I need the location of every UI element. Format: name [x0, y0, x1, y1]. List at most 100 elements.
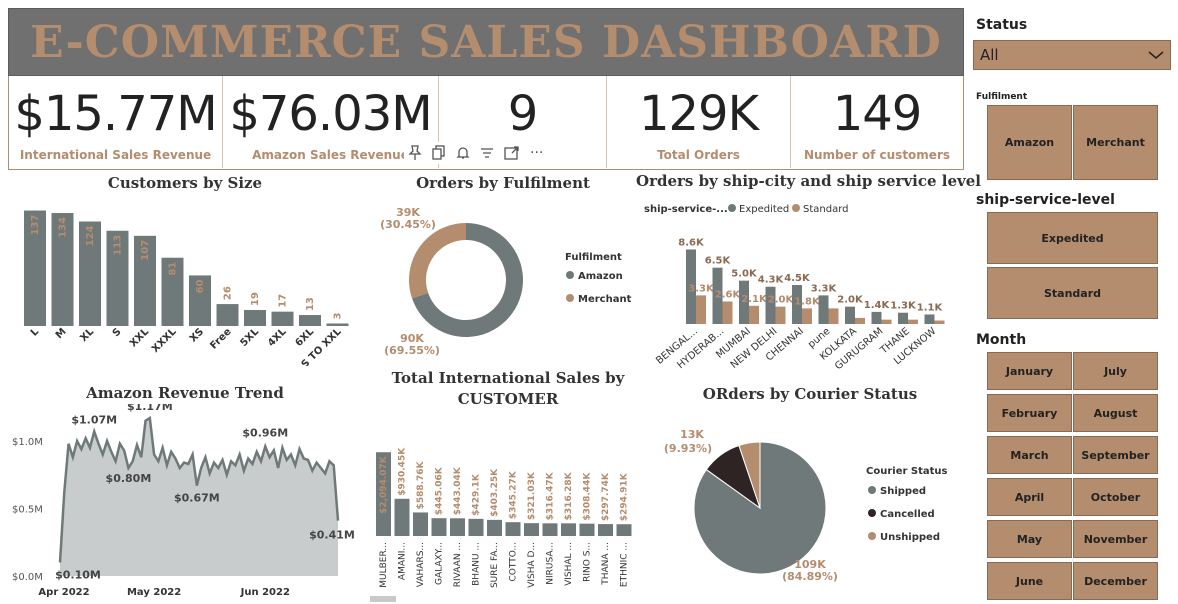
data-label: 3.3K	[688, 283, 715, 294]
y-tick-label: $0.5M	[12, 505, 43, 516]
pin-icon[interactable]	[408, 145, 422, 161]
kpi-card-amazon-revenue[interactable]: $76.03M Amazon Sales Revenue	[223, 76, 439, 168]
data-label: $321.03K	[527, 471, 537, 520]
data-label: 81	[168, 262, 179, 276]
bar	[487, 519, 502, 536]
filter-icon[interactable]	[480, 145, 494, 161]
kpi-card-total-orders[interactable]: 129K Total Orders	[607, 76, 791, 168]
bar	[898, 312, 908, 324]
data-label: 39K	[396, 206, 420, 219]
visual-toolbar: ···	[404, 142, 584, 164]
bar	[792, 285, 802, 324]
data-label: $443.04K	[453, 466, 463, 515]
slicer-tile-standard[interactable]: Standard	[987, 267, 1158, 319]
dashboard-title: E-COMMERCE SALES DASHBOARD	[30, 16, 942, 68]
data-label: 5.0K	[731, 269, 758, 280]
bar	[749, 305, 759, 324]
bar	[712, 267, 723, 324]
chart-title-trend: Amazon Revenue Trend	[86, 384, 284, 402]
bar	[722, 301, 733, 324]
status-dropdown[interactable]: All	[973, 40, 1171, 70]
tick-label: VISHAL ...	[564, 542, 574, 586]
slicer-tile-month[interactable]: January	[987, 352, 1072, 390]
kpi-value: 9	[507, 86, 539, 142]
data-label: 1.1K	[917, 302, 944, 313]
more-icon[interactable]: ···	[530, 145, 544, 161]
slicer-tile-month[interactable]: May	[987, 520, 1072, 558]
slicer-tile-month[interactable]: April	[987, 478, 1072, 516]
data-label: 137	[30, 214, 41, 235]
percent-label: (69.55%)	[384, 344, 440, 357]
kpi-label: Number of customers	[803, 148, 951, 162]
donut-slice	[412, 223, 523, 337]
data-label: 8.6K	[678, 237, 705, 248]
tick-label: COTTO...	[509, 542, 519, 582]
y-tick-label: $1.0M	[12, 437, 43, 448]
slicer-tile-amazon[interactable]: Amazon	[987, 105, 1072, 180]
tick-label: NIRUSA...	[546, 542, 556, 585]
bar	[924, 314, 935, 324]
legend-title: ship-service-...	[644, 204, 728, 215]
slicer-tile-month[interactable]: September	[1073, 436, 1158, 474]
y-tick-label: $0.0M	[12, 572, 43, 583]
slicer-title-service: ship-service-level	[976, 192, 1115, 208]
bar	[189, 275, 211, 326]
data-label: 6.5K	[705, 256, 732, 267]
slicer-tile-expedited[interactable]: Expedited	[987, 212, 1158, 264]
bell-icon[interactable]	[456, 145, 470, 161]
slicer-tile-merchant[interactable]: Merchant	[1073, 105, 1158, 180]
bar	[394, 498, 410, 536]
legend-label: Standard	[803, 204, 849, 215]
bar	[616, 524, 632, 536]
slicer-tile-month[interactable]: June	[987, 562, 1072, 600]
slicer-tile-month[interactable]: December	[1073, 562, 1158, 600]
kpi-card-count[interactable]: 9	[439, 76, 607, 168]
data-label: 124	[85, 225, 96, 246]
tick-label: XXL	[128, 326, 152, 350]
data-label: 2.6K	[715, 289, 742, 300]
data-label: $0.80M	[106, 472, 152, 485]
data-label: $0.41M	[309, 529, 355, 542]
data-label: $429.1K	[472, 473, 482, 516]
bar	[299, 315, 321, 326]
bar	[598, 524, 613, 536]
data-label: $445.06K	[435, 466, 445, 515]
data-label: $2,094.07K	[379, 455, 389, 514]
bar	[579, 523, 595, 536]
chart-customers-by-size: 137 L 134 M 124 XL 113 S 107 XXL 81 XXXL 60 XS 26 Free 1…	[24, 210, 349, 366]
kpi-label: Amazon Sales Revenue	[252, 148, 409, 162]
slicer-title-month: Month	[976, 332, 1027, 348]
bar	[739, 280, 749, 324]
bar	[505, 522, 521, 536]
bar	[134, 235, 156, 326]
slicer-tile-month[interactable]: November	[1073, 520, 1158, 558]
slicer-tile-month[interactable]: March	[987, 436, 1072, 474]
data-label: 26	[223, 286, 234, 300]
percent-label: (30.45%)	[380, 218, 436, 231]
tick-label: ETHNIC ...	[620, 542, 630, 587]
data-label: 4.3K	[758, 275, 785, 286]
kpi-card-international-revenue[interactable]: $15.77M International Sales Revenue	[9, 76, 223, 168]
slicer-tile-month[interactable]: July	[1073, 352, 1158, 390]
data-label: $297.74K	[601, 472, 611, 521]
data-label: 1.4K	[864, 300, 891, 311]
slicer-tile-month[interactable]: August	[1073, 394, 1158, 432]
slicer-tile-month[interactable]: February	[987, 394, 1072, 432]
tick-label: Free	[208, 326, 233, 351]
legend-marker	[728, 204, 736, 212]
copy-icon[interactable]	[432, 145, 446, 161]
tick-label: S	[111, 326, 124, 339]
data-label: $930.45K	[398, 447, 408, 496]
chart-orders-by-fulfilment: 90K(69.55%) 39K(30.45%) Fulfilment Amazon Me…	[380, 206, 632, 357]
legend-title: Courier Status	[866, 466, 948, 477]
kpi-card-customers[interactable]: 149 Number of customers	[791, 76, 963, 168]
chart-courier-status: 109K(84.89%) 13K(9.93%) Courier Status Ship…	[664, 428, 948, 583]
donut-slice	[409, 223, 466, 299]
expand-icon[interactable]	[504, 145, 520, 161]
data-label: $403.25K	[490, 468, 500, 517]
tick-label: THANA ...	[601, 542, 611, 586]
slicer-tile-month[interactable]: October	[1073, 478, 1158, 516]
data-label: 107	[140, 240, 151, 261]
series-line	[58, 415, 340, 563]
bar	[881, 319, 892, 324]
